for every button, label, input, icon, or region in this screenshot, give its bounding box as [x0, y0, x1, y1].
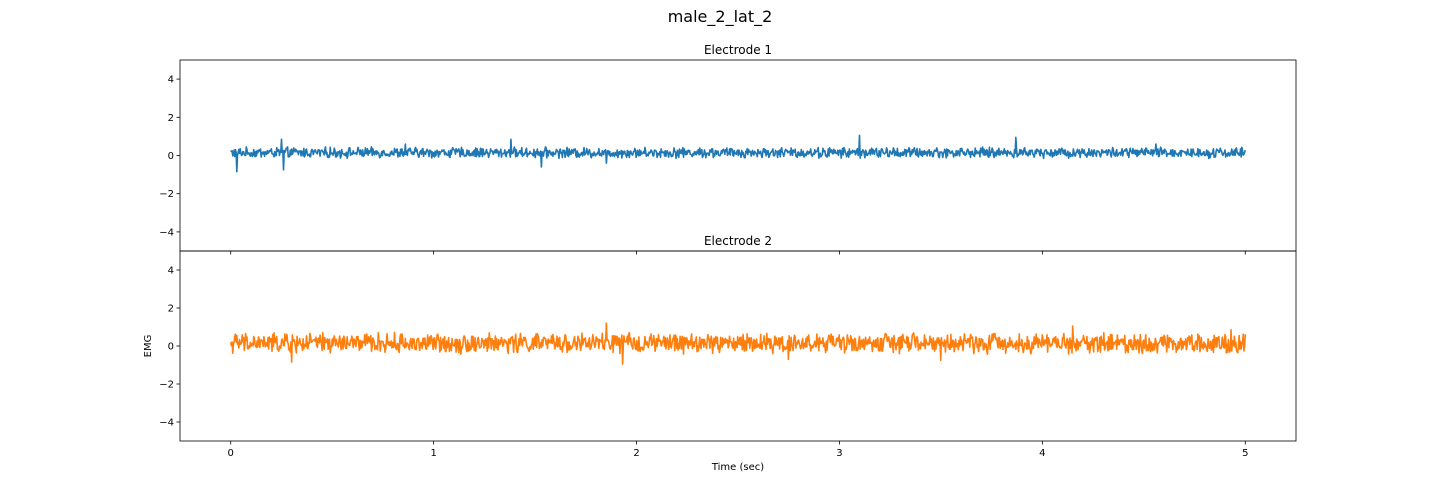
figure-suptitle: male_2_lat_2	[668, 7, 773, 27]
series-line	[230, 134, 1247, 173]
xtick-label: 4	[1039, 448, 1045, 459]
axes-2-xlabel: Time (sec)	[711, 462, 764, 473]
xtick-label: 5	[1242, 448, 1248, 459]
axes-2-ticks: −4 −2 0 2 4 0 1 2 3 4 5	[159, 266, 1248, 460]
axes-1-series	[230, 134, 1247, 173]
axes-2-series	[229, 322, 1247, 365]
ytick-label: 2	[168, 304, 174, 315]
series-line	[229, 322, 1247, 365]
axes-electrode-2: Electrode 2 −4 −2 0 2 4 0 1 2 3 4 5 Time (sec) EMG	[143, 234, 1297, 473]
ytick-label: 0	[168, 342, 174, 353]
axes-2-ylabel: EMG	[143, 335, 154, 358]
xtick-label: 1	[430, 448, 436, 459]
axes-2-title: Electrode 2	[704, 234, 772, 248]
xtick-label: 3	[836, 448, 842, 459]
ytick-label: 0	[168, 151, 174, 162]
ytick-label: −4	[159, 227, 174, 238]
xtick-label: 2	[633, 448, 639, 459]
axes-2-frame	[179, 250, 1297, 442]
axes-1-title: Electrode 1	[704, 43, 772, 57]
ytick-label: 4	[168, 266, 174, 277]
ytick-label: 2	[168, 113, 174, 124]
ytick-label: −2	[159, 189, 174, 200]
ytick-label: −2	[159, 380, 174, 391]
axes-1-ticks: −4 −2 0 2 4	[159, 75, 1246, 255]
ytick-label: 4	[168, 75, 174, 86]
ytick-label: −4	[159, 418, 174, 429]
xtick-label: 0	[228, 448, 234, 459]
